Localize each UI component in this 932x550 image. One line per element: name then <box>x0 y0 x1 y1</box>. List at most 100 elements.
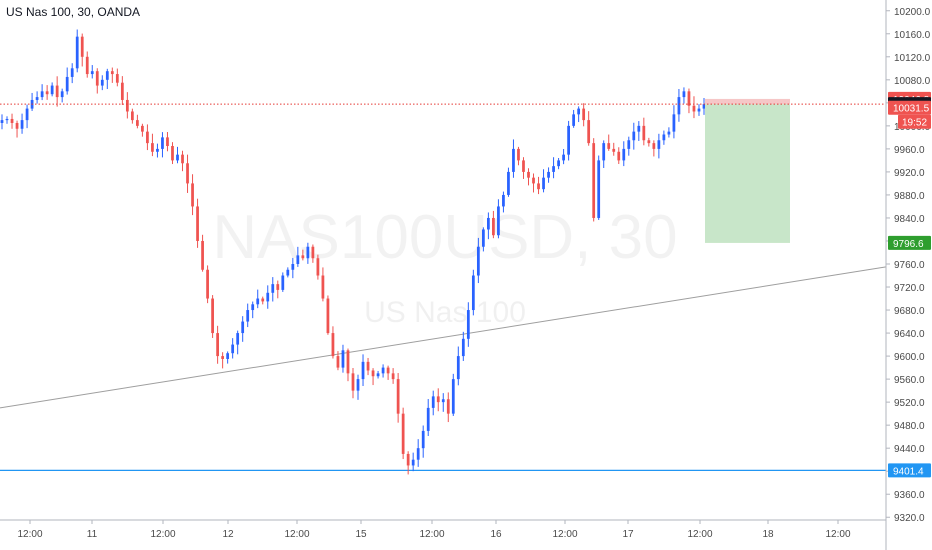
candle-body <box>622 148 626 161</box>
candle <box>291 257 295 279</box>
y-tick-label: 9440.0 <box>894 444 925 455</box>
candle-body <box>411 459 415 466</box>
candle <box>40 84 44 101</box>
candle <box>527 168 530 186</box>
candle <box>436 388 440 412</box>
candle-body <box>637 125 641 132</box>
candle-body <box>431 396 435 408</box>
candle <box>251 301 255 319</box>
candle-body <box>517 148 520 161</box>
candle-body <box>682 91 686 98</box>
candle <box>341 344 345 373</box>
candle-body <box>582 108 586 121</box>
price-tag <box>888 100 931 115</box>
candle <box>431 390 435 416</box>
candle-body <box>281 275 285 290</box>
candle-body <box>376 373 380 377</box>
candle-body <box>231 344 235 354</box>
candle <box>466 302 470 347</box>
candle <box>396 373 400 423</box>
candle <box>507 167 510 197</box>
candle <box>662 130 666 145</box>
candle-body <box>522 160 525 172</box>
candle-body <box>276 284 280 290</box>
countdown-label: 19:52 <box>902 118 927 129</box>
candle-body <box>532 177 535 184</box>
candle <box>572 109 576 128</box>
candle-body <box>221 356 225 359</box>
y-tick-label: 9960.0 <box>894 145 925 156</box>
candle-body <box>567 125 570 155</box>
candle-body <box>55 85 59 98</box>
candle <box>542 169 545 193</box>
candle <box>677 88 681 122</box>
candle-body <box>110 71 114 75</box>
candle-body <box>657 140 661 149</box>
candle-body <box>557 160 560 167</box>
candle-body <box>481 229 485 247</box>
candle <box>657 133 661 159</box>
x-tick-label: 18 <box>762 529 774 540</box>
candle-body <box>572 114 576 126</box>
x-tick-label: 17 <box>622 529 634 540</box>
countdown-tag <box>898 114 931 129</box>
candle-body <box>652 143 656 149</box>
candle-body <box>597 160 601 218</box>
candle-body <box>45 91 49 95</box>
candle <box>226 351 230 364</box>
candle-body <box>527 171 530 178</box>
candle-body <box>592 143 596 218</box>
candle <box>532 173 535 193</box>
candle-body <box>512 148 515 172</box>
candle-body <box>0 120 4 123</box>
candle-body <box>70 68 74 77</box>
candle <box>271 277 275 302</box>
x-tick-label: 15 <box>355 529 367 540</box>
candle-body <box>95 71 99 86</box>
candle-body <box>667 131 671 135</box>
candle <box>391 368 395 384</box>
candle-body <box>702 104 706 109</box>
candle-body <box>85 56 89 75</box>
candle <box>201 234 204 272</box>
candle-body <box>662 134 666 141</box>
candle <box>171 142 174 165</box>
candle <box>411 452 415 472</box>
x-tick-label: 12:00 <box>825 529 850 540</box>
candle <box>577 106 581 123</box>
candle-body <box>396 379 400 414</box>
candle <box>487 212 490 240</box>
candle-body <box>326 298 330 334</box>
candle-body <box>351 373 355 391</box>
candle <box>522 157 525 179</box>
candle <box>211 295 214 338</box>
candle <box>75 29 79 73</box>
candle <box>497 199 500 239</box>
candle-body <box>181 154 184 164</box>
candle-body <box>361 361 365 380</box>
candle <box>161 132 164 158</box>
candle-body <box>286 269 290 276</box>
candle <box>371 368 375 386</box>
candle <box>476 237 480 284</box>
candle <box>266 285 270 309</box>
candle-body <box>15 122 19 129</box>
candle <box>632 122 636 150</box>
candle <box>406 451 410 475</box>
candle-body <box>487 217 490 230</box>
candle-body <box>542 177 545 190</box>
candle <box>60 88 64 103</box>
y-tick-label: 9600.0 <box>894 352 925 363</box>
x-tick-label: 12 <box>222 529 234 540</box>
candle-body <box>75 36 79 69</box>
candle <box>607 134 611 151</box>
candle-body <box>40 91 44 98</box>
candle-body <box>391 373 395 380</box>
candle-body <box>115 74 119 83</box>
candle <box>356 374 360 400</box>
candle-body <box>677 97 681 115</box>
candle <box>361 354 365 386</box>
candle-body <box>507 171 510 195</box>
y-tick-label: 9760.0 <box>894 260 925 271</box>
